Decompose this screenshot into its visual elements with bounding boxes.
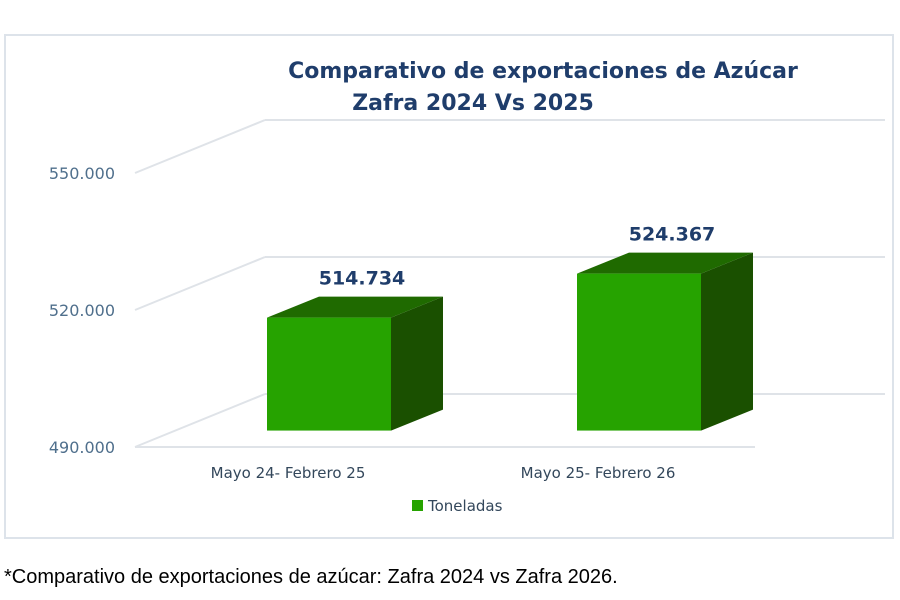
bar-top-face <box>577 252 753 274</box>
chart-title-line1: Comparativo de exportaciones de Azúcar <box>288 59 798 84</box>
bar-side-face <box>701 252 753 431</box>
legend-label: Toneladas <box>427 497 503 515</box>
bar-top-face <box>267 296 443 318</box>
bar-front-face <box>577 273 701 431</box>
chart-title-line2: Zafra 2024 Vs 2025 <box>352 91 594 116</box>
data-label: 514.734 <box>319 268 406 290</box>
caption: *Comparativo de exportaciones de azúcar:… <box>4 566 618 588</box>
bar-side-face <box>391 296 443 431</box>
y-tick-label: 490.000 <box>49 438 115 457</box>
bar-front-face <box>267 317 391 431</box>
legend-swatch <box>412 500 423 511</box>
x-category-label: Mayo 25- Febrero 26 <box>521 464 676 482</box>
gridline-side <box>134 119 266 174</box>
data-label: 524.367 <box>629 224 716 246</box>
bar-2: 524.367 <box>577 224 753 431</box>
x-category-label: Mayo 24- Febrero 25 <box>211 464 366 482</box>
gridline-side <box>134 256 266 311</box>
y-tick-label: 520.000 <box>49 301 115 320</box>
gridline-side <box>134 393 266 448</box>
bar-1: 514.734 <box>267 268 443 431</box>
chart: Comparativo de exportaciones de Azúcar Z… <box>4 34 894 539</box>
y-tick-label: 550.000 <box>49 164 115 183</box>
